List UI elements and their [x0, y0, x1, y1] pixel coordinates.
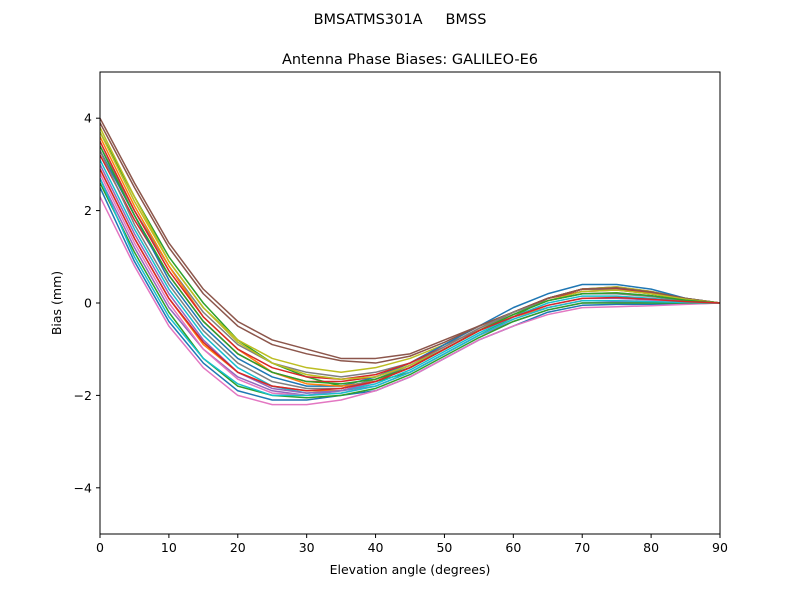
x-tick-label: 50 — [436, 540, 452, 555]
x-tick-label: 80 — [643, 540, 659, 555]
x-tick-label: 40 — [368, 540, 384, 555]
y-tick-label: −4 — [74, 480, 92, 495]
x-tick-label: 20 — [230, 540, 246, 555]
y-tick-label: 4 — [84, 111, 92, 126]
x-tick-label: 60 — [505, 540, 521, 555]
chart-title: Antenna Phase Biases: GALILEO-E6 — [282, 52, 538, 68]
series-line-19 — [100, 131, 720, 380]
series-group — [100, 117, 720, 406]
x-tick-label: 90 — [712, 540, 728, 555]
series-line-16 — [100, 122, 720, 364]
x-tick-label: 70 — [574, 540, 590, 555]
y-axis-label: Bias (mm) — [49, 271, 64, 335]
y-tick-label: 2 — [84, 203, 92, 218]
x-tick-label: 0 — [96, 540, 104, 555]
x-axis-label: Elevation angle (degrees) — [330, 562, 491, 577]
x-tick-label: 10 — [161, 540, 177, 555]
series-line-7 — [100, 196, 720, 406]
suptitle: BMSATMS301A BMSS — [314, 12, 487, 28]
series-line-10 — [100, 159, 720, 394]
x-axis: 0 10 20 30 40 50 60 70 80 90 — [96, 534, 728, 555]
y-axis: −4 −2 0 2 4 — [74, 111, 100, 495]
x-tick-label: 30 — [299, 540, 315, 555]
y-tick-label: −2 — [74, 388, 92, 403]
y-tick-label: 0 — [84, 296, 92, 311]
series-line-22 — [100, 168, 720, 392]
series-line-20 — [100, 177, 720, 397]
